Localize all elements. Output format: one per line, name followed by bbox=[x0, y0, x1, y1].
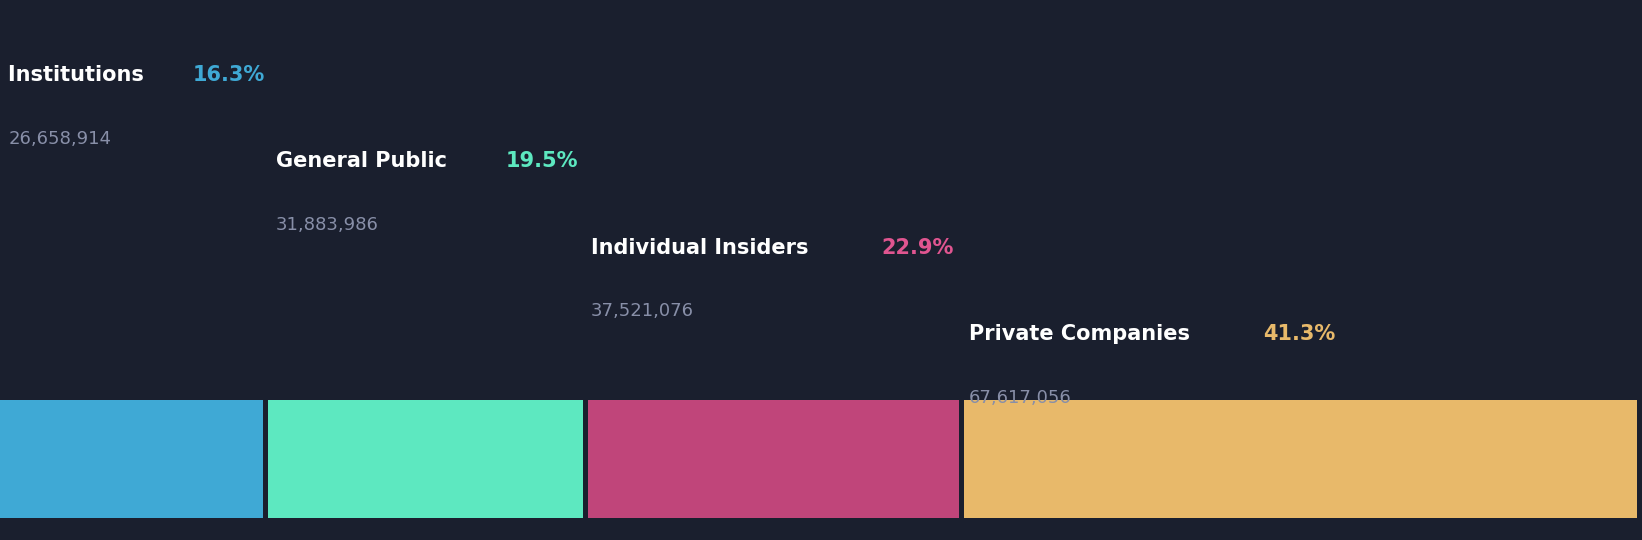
Text: 37,521,076: 37,521,076 bbox=[591, 302, 695, 320]
Text: Institutions: Institutions bbox=[8, 65, 151, 85]
Text: Private Companies: Private Companies bbox=[969, 324, 1197, 344]
Text: 19.5%: 19.5% bbox=[506, 151, 578, 171]
Text: General Public: General Public bbox=[276, 151, 455, 171]
Bar bbox=[964, 400, 1637, 518]
Bar bbox=[268, 400, 583, 518]
Text: Individual Insiders: Individual Insiders bbox=[591, 238, 816, 258]
Text: 41.3%: 41.3% bbox=[1263, 324, 1335, 344]
Text: 67,617,056: 67,617,056 bbox=[969, 389, 1072, 407]
Bar bbox=[0, 400, 263, 518]
Text: 16.3%: 16.3% bbox=[192, 65, 264, 85]
Text: 26,658,914: 26,658,914 bbox=[8, 130, 112, 147]
Text: 22.9%: 22.9% bbox=[882, 238, 954, 258]
Text: 31,883,986: 31,883,986 bbox=[276, 216, 379, 234]
Bar bbox=[588, 400, 959, 518]
